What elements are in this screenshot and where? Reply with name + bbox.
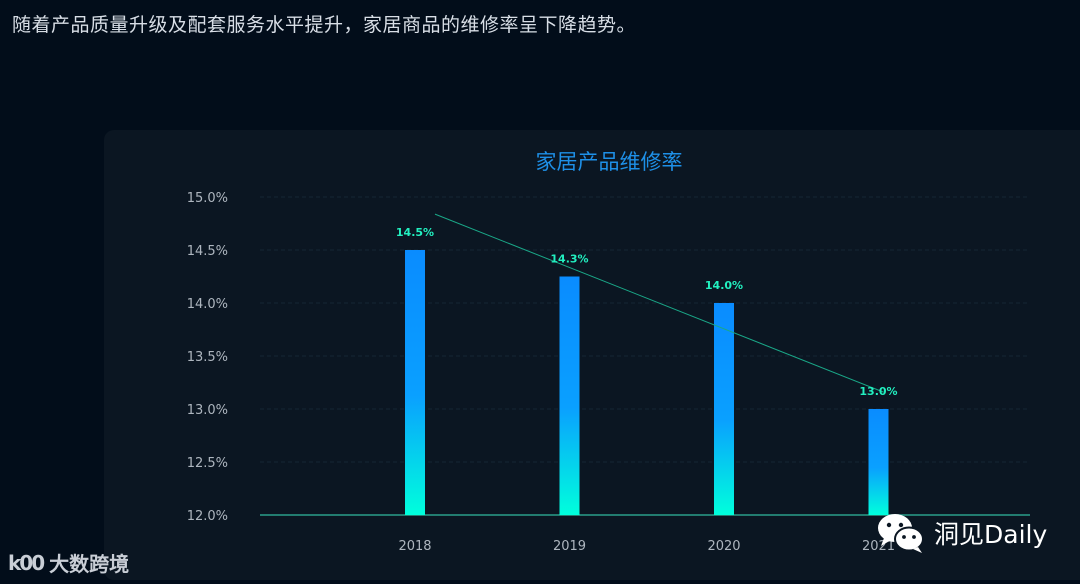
data-label: 14.5%	[396, 226, 434, 239]
x-tick-label: 2019	[553, 539, 586, 554]
bar-2020	[714, 303, 734, 515]
wechat-icon	[878, 514, 924, 553]
y-tick-label: 14.0%	[187, 297, 228, 312]
channel-name: 洞见Daily	[934, 520, 1048, 549]
data-label: 14.0%	[705, 279, 743, 292]
data-label: 14.3%	[550, 253, 588, 266]
bar-2021	[868, 409, 889, 515]
chart-title: 家居产品维修率	[535, 150, 683, 174]
y-tick-label: 13.0%	[187, 403, 228, 418]
x-tick-label: 2020	[707, 539, 740, 554]
intro-text: 随着产品质量升级及配套服务水平提升，家居商品的维修率呈下降趋势。	[12, 14, 637, 36]
trend-line	[434, 213, 884, 393]
brand-logo: k00	[8, 550, 45, 575]
bar-2019	[559, 276, 580, 515]
watermark-left: k00 大数跨境	[8, 548, 129, 577]
y-tick-label: 14.5%	[187, 244, 228, 259]
x-tick-label: 2021	[862, 539, 895, 554]
y-tick-label: 12.0%	[187, 509, 228, 524]
y-tick-label: 13.5%	[187, 350, 228, 365]
y-tick-label: 15.0%	[187, 191, 228, 206]
x-tick-label: 2018	[398, 539, 431, 554]
watermark-right: 洞见Daily	[876, 512, 1047, 554]
data-label: 13.0%	[859, 385, 897, 398]
chart-panel	[104, 130, 1080, 580]
bar-2018	[405, 250, 425, 515]
brand-name: 大数跨境	[49, 552, 130, 576]
y-tick-label: 12.5%	[187, 456, 228, 471]
